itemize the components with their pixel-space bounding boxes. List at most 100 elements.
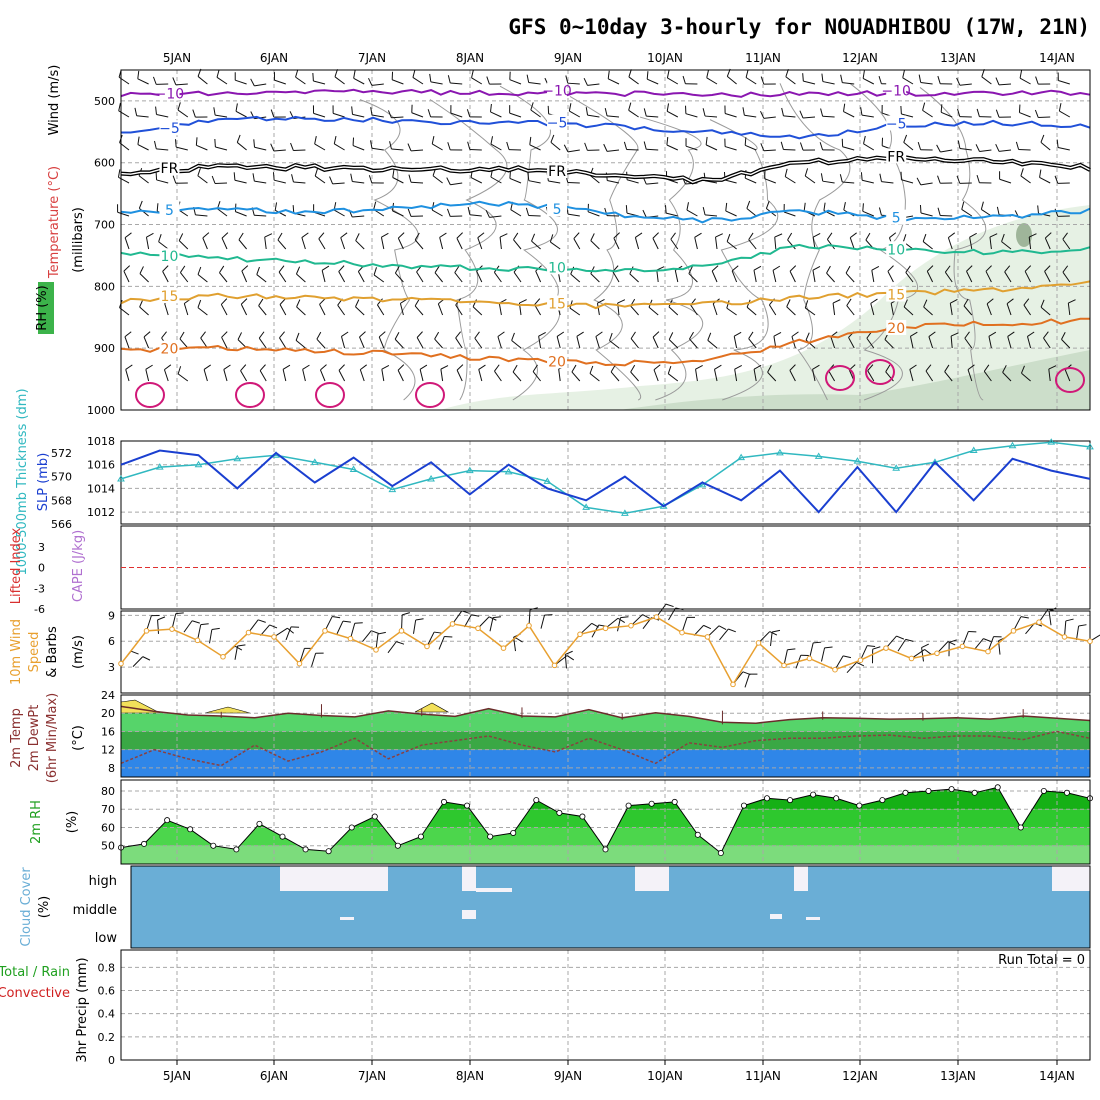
day-label-bottom: 14JAN <box>1039 1069 1075 1083</box>
wind-barb-flag <box>988 331 997 337</box>
wind-barb-flag <box>604 108 608 117</box>
wind-barb-flag <box>714 364 722 370</box>
wind-barb <box>295 76 306 85</box>
wind-barb-flag <box>668 332 674 340</box>
wind-barb-flag <box>702 207 706 216</box>
rh-contour <box>569 96 642 401</box>
wind-barb-flag <box>589 365 594 374</box>
isotherm-label-bg <box>159 201 180 217</box>
wind-barb <box>156 113 169 118</box>
wind-barb-flag <box>803 202 806 211</box>
rh-marker <box>417 833 424 840</box>
wind-barb-flag <box>862 203 864 212</box>
wind-barb <box>177 373 189 382</box>
wind-barb <box>450 112 463 118</box>
thickness-marker <box>465 466 474 474</box>
rh-marker <box>187 826 194 833</box>
wind-barb <box>469 148 482 151</box>
day-axis: 5JAN 5JAN 6JAN 6JAN 7JAN 7JAN 8JAN 8JAN 9JAN 9JAN… <box>163 51 1075 1083</box>
temp-tick-label: 20 <box>101 707 115 720</box>
wind-barb <box>338 271 346 283</box>
wind-barb <box>394 338 404 349</box>
wind-barb-flag <box>918 74 922 83</box>
day-label-top: 9JAN <box>554 51 582 65</box>
wind-barb-flag <box>799 110 804 119</box>
wind-barb <box>164 303 169 316</box>
wind-barb-flag <box>250 78 255 87</box>
wind-barb-flag <box>789 265 797 272</box>
wind-barb <box>595 336 600 349</box>
wind-barb <box>630 305 639 316</box>
wind-barb <box>1007 336 1012 349</box>
wind-barb <box>567 181 580 184</box>
wind-barb-flag <box>643 141 647 150</box>
wind-barb <box>256 274 267 283</box>
wind-barb-flag <box>1048 607 1057 612</box>
wind-barb <box>362 630 372 642</box>
wind-barb-flag <box>872 646 881 650</box>
wind-speed-marker <box>985 648 991 655</box>
wind-barb <box>1028 237 1032 250</box>
wind-barb <box>352 145 365 151</box>
wind-barb <box>686 209 698 217</box>
wind-barb-flag <box>923 299 928 308</box>
wind-barb <box>570 273 581 283</box>
isotherm-label: 20 <box>887 321 905 337</box>
wind-barb-flag <box>329 176 334 185</box>
wind-barb <box>334 76 345 85</box>
wind-barb-flag <box>568 103 572 112</box>
wind-speed-marker <box>245 629 252 636</box>
temp-warm-fill <box>204 706 251 714</box>
wind-barb-flag <box>211 627 220 631</box>
wind-barb-flag <box>191 620 200 624</box>
wind-barb <box>377 304 385 316</box>
wind-barb <box>783 211 796 217</box>
slp-tick-label: 1018 <box>87 435 115 448</box>
wind-barb-flag <box>610 364 616 373</box>
upper-air-panel: −10 −10 −10 −5 −5 −5 FR FR FR 5 5 5 10 10 10 15 15 15 20 20… <box>35 65 1091 417</box>
wind-barb-flag <box>840 74 843 83</box>
wind-barb <box>1061 338 1071 349</box>
isotherm-25-blob <box>415 382 445 408</box>
wind-barb-flag <box>412 69 416 78</box>
wind-barb <box>744 673 750 688</box>
wind-barb-flag <box>670 232 676 240</box>
isotherm-label-bg <box>159 288 180 304</box>
wind-barb-flag <box>295 69 299 78</box>
wind-barb <box>293 149 306 152</box>
wind-barb-flag <box>1023 298 1030 306</box>
wind-barb <box>124 336 130 349</box>
precip-frame <box>120 949 1091 1061</box>
wind-barb-flag <box>950 299 958 304</box>
wind-barb-flag <box>258 298 264 306</box>
wind-barb-flag <box>456 364 464 371</box>
precip-ylabel: 3hr Precip (mm) <box>75 957 90 1062</box>
wind-barb-flag <box>155 106 157 115</box>
wind-barb-flag <box>387 110 392 118</box>
wind-barb-flag <box>355 299 360 307</box>
wind-barb-flag <box>319 298 326 305</box>
wind-barb <box>628 76 639 85</box>
wind-barb-flag <box>270 143 275 152</box>
wind-barb-flag <box>967 364 975 371</box>
wind-barb <box>238 239 247 250</box>
wind-barb-flag <box>527 172 530 181</box>
wind-barb <box>648 306 659 316</box>
rh-legend-swatch <box>38 282 54 334</box>
thickness-marker <box>1086 442 1094 450</box>
wind-barb <box>940 111 953 118</box>
wind-barb <box>830 336 836 349</box>
wind-barb-flag <box>742 107 745 116</box>
wind-barb <box>712 303 718 316</box>
wind-barb-flag <box>731 265 739 272</box>
wind-barb <box>410 181 424 184</box>
thickness-marker <box>776 448 784 456</box>
wind-barb-flag <box>744 137 747 146</box>
precip-tick-label: 0.8 <box>98 961 116 974</box>
isotherm-label-bg <box>547 82 568 98</box>
wind-barb <box>145 237 150 250</box>
wind-barb <box>138 175 149 184</box>
wind-barb <box>509 79 522 85</box>
wind-barb-flag <box>812 233 821 238</box>
wind-barb <box>357 271 365 283</box>
